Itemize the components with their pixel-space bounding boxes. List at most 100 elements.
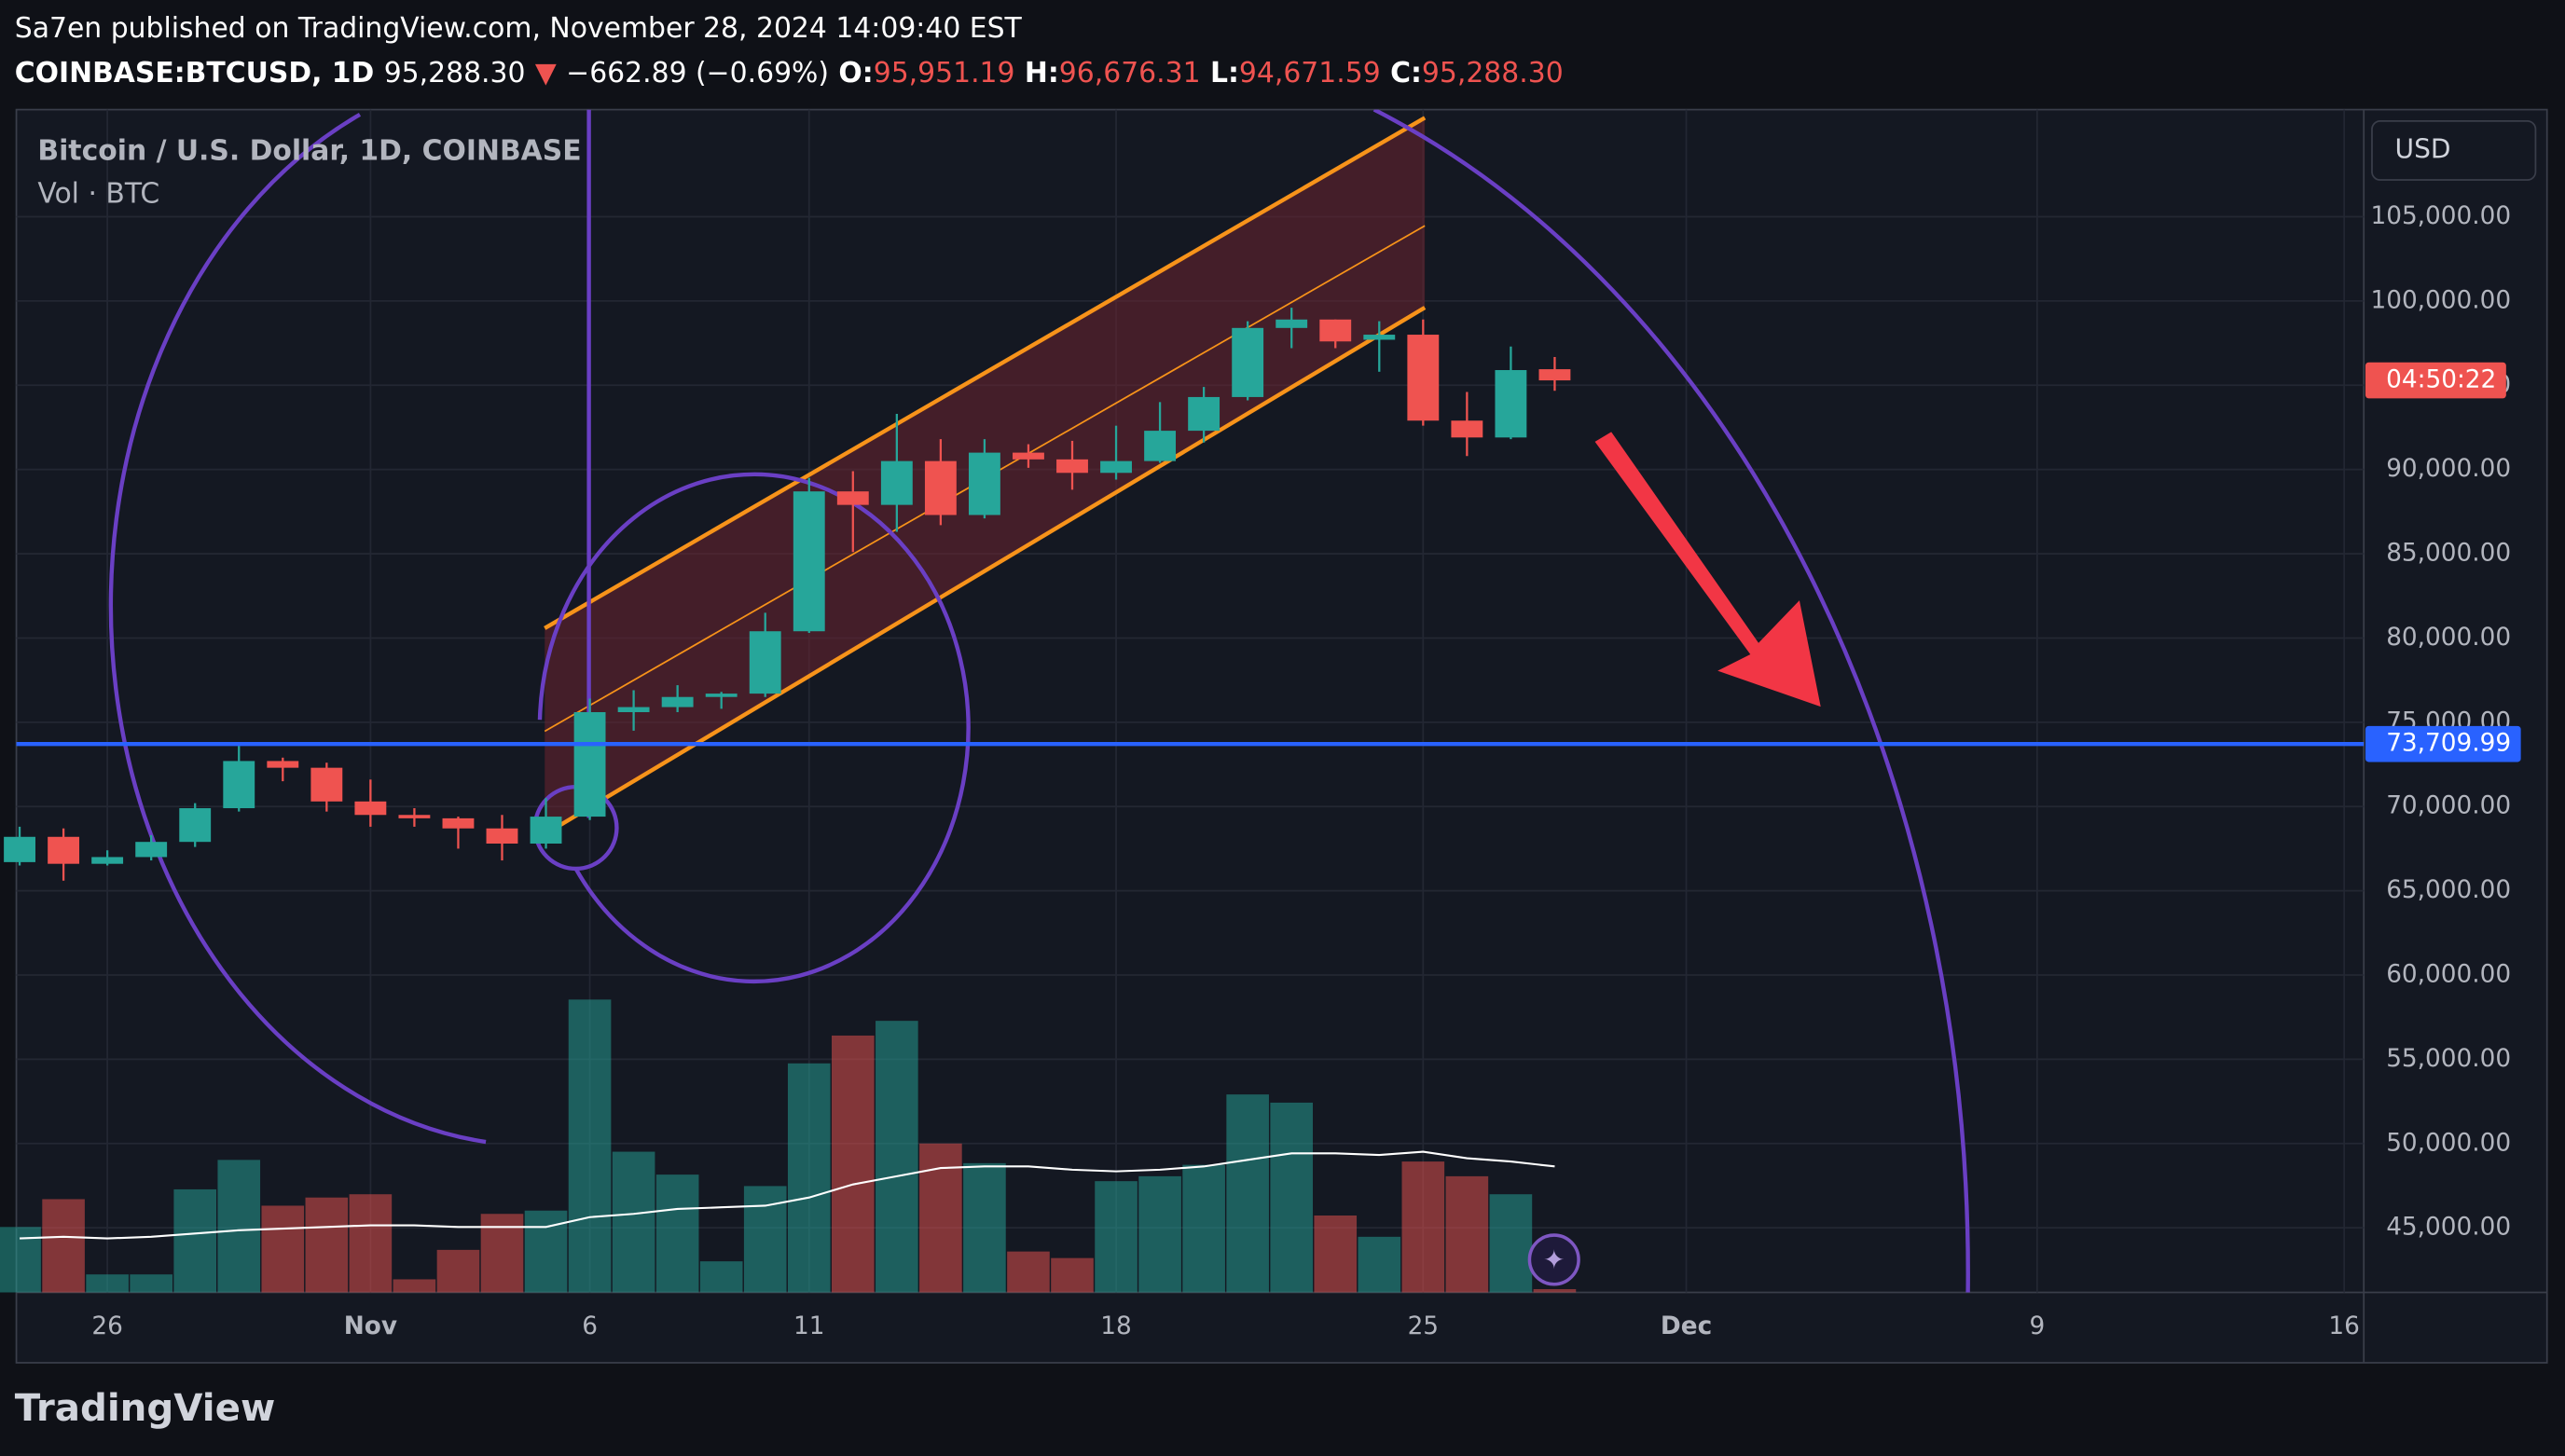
y-tick-label: 60,000.00 — [2386, 960, 2511, 988]
y-tick-label: 45,000.00 — [2386, 1214, 2511, 1242]
y-tick-label: 80,000.00 — [2386, 624, 2511, 652]
candle-body — [1276, 319, 1308, 328]
h-label: H: — [1025, 56, 1059, 89]
volume-bar — [1226, 1094, 1269, 1293]
candle-body — [179, 808, 212, 843]
candle-body — [398, 815, 431, 818]
x-tick-label: 18 — [1100, 1312, 1131, 1340]
y-tick-label: 100,000.00 — [2370, 286, 2511, 314]
candle-body — [135, 842, 168, 858]
symbol-line: COINBASE:BTCUSD, 1D 95,288.30 ▼ −662.89 … — [15, 56, 1564, 89]
last: 95,288.30 — [384, 56, 526, 89]
c-label: C: — [1390, 56, 1422, 89]
candle-body — [1407, 335, 1440, 421]
hline-label-bg — [2365, 725, 2521, 762]
candle-body — [573, 711, 606, 817]
x-tick-label: 9 — [2029, 1312, 2045, 1340]
pane-legend: Bitcoin / U.S. Dollar, 1D, COINBASE — [37, 135, 581, 168]
volume-bar — [1138, 1175, 1181, 1293]
candle-body — [880, 460, 913, 505]
arrow: ▼ — [535, 56, 557, 89]
y-tick-label: 105,000.00 — [2370, 202, 2511, 230]
candle-body — [749, 631, 781, 694]
candle-body — [1232, 327, 1264, 397]
candle-body — [267, 761, 299, 768]
candle-body — [4, 836, 35, 862]
channel-bottom — [544, 306, 1427, 836]
currency-button[interactable] — [2371, 119, 2537, 181]
channel-top — [544, 116, 1427, 630]
down-arrow — [1594, 432, 1821, 707]
volume-bar — [349, 1194, 393, 1293]
o-label: O: — [838, 56, 873, 89]
candle-body — [1100, 460, 1132, 474]
assistant-icon[interactable] — [1527, 1233, 1580, 1286]
volume-bar — [1533, 1288, 1577, 1293]
volume-bar — [655, 1174, 699, 1293]
assistant-star[interactable]: ✦ — [1543, 1244, 1565, 1275]
candle-body — [310, 767, 343, 802]
h: 96,676.31 — [1059, 56, 1201, 89]
volume-bar — [217, 1160, 261, 1293]
o: 95,951.19 — [874, 56, 1015, 89]
candle-body — [1363, 335, 1396, 340]
l-label: L: — [1210, 56, 1239, 89]
volume-bar — [1095, 1181, 1138, 1293]
candle-body — [486, 828, 518, 844]
candle-body — [1188, 396, 1220, 432]
spiral-mid — [537, 472, 971, 984]
candle-body — [793, 491, 825, 632]
volume-bar — [1401, 1161, 1445, 1293]
candle-body — [48, 836, 80, 864]
candle-body — [1319, 319, 1352, 342]
volume-pane — [0, 999, 1577, 1293]
candle-body — [223, 761, 255, 809]
volume-bar — [480, 1214, 524, 1293]
volume-bar — [1007, 1251, 1050, 1293]
volume-bar — [436, 1249, 480, 1293]
l: 94,671.59 — [1239, 56, 1381, 89]
y-tick-label: 65,000.00 — [2386, 876, 2511, 904]
candle-body — [1451, 420, 1483, 438]
x-tick-label: 26 — [91, 1312, 122, 1340]
volume-bar — [173, 1188, 217, 1293]
candle-body — [661, 696, 694, 707]
volume-bar — [42, 1199, 85, 1293]
candle-body — [1056, 459, 1088, 474]
spiral-large — [108, 112, 487, 1145]
y-tick-label: 70,000.00 — [2386, 792, 2511, 820]
published-line: Sa7en published on TradingView.com, Nove… — [15, 12, 1023, 45]
y-tick-label: 50,000.00 — [2386, 1129, 2511, 1157]
volume-bar — [831, 1035, 875, 1293]
brand: TradingView — [15, 1386, 275, 1430]
volume-bar — [130, 1274, 172, 1293]
volume-bar — [1314, 1216, 1358, 1293]
change: −662.89 (−0.69%) — [566, 56, 829, 89]
candle-body — [924, 460, 957, 515]
volume-bar — [1051, 1257, 1094, 1293]
volume-bar — [1489, 1194, 1533, 1293]
symbol: COINBASE:BTCUSD, 1D — [15, 56, 375, 89]
y-tick-label: 90,000.00 — [2386, 455, 2511, 483]
volume-legend: Vol · BTC — [37, 177, 159, 210]
y-tick-label: 55,000.00 — [2386, 1045, 2511, 1073]
volume-bar — [1270, 1102, 1314, 1293]
candles — [4, 308, 1571, 881]
volume-bar — [0, 1227, 41, 1293]
last-price-bg — [2365, 362, 2506, 399]
volume-bar — [393, 1279, 436, 1293]
candle-body — [617, 707, 650, 712]
volume-ma — [20, 1150, 1555, 1240]
currency[interactable]: USD — [2395, 133, 2451, 164]
volume-bar — [261, 1205, 305, 1293]
x-tick-label: 16 — [2328, 1312, 2359, 1340]
volume-bar — [919, 1143, 962, 1293]
candle-body — [1495, 370, 1527, 438]
volume-bar — [1445, 1175, 1489, 1293]
x-tick-label: 11 — [793, 1312, 824, 1340]
c: 95,288.30 — [1422, 56, 1564, 89]
candle-body — [530, 817, 562, 844]
x-tick-label: Nov — [344, 1312, 397, 1340]
candle-body — [1144, 431, 1177, 461]
